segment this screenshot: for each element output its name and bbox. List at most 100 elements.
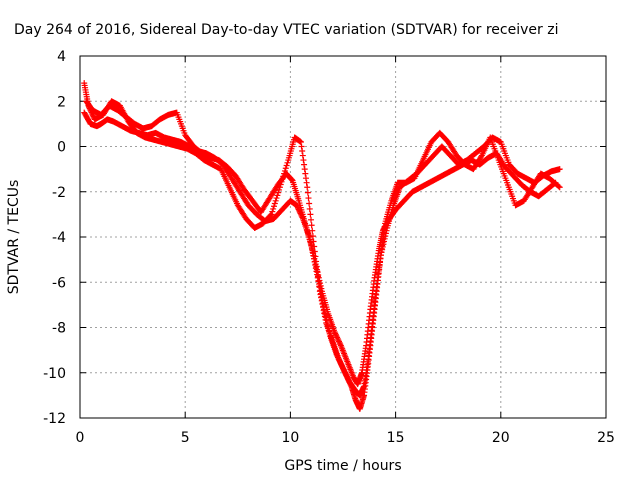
data-point	[318, 294, 325, 301]
data-point	[342, 369, 349, 376]
data-point	[308, 216, 315, 223]
data-point	[335, 337, 342, 344]
data-point	[273, 195, 280, 202]
data-point	[340, 367, 347, 374]
data-point	[300, 157, 307, 164]
data-point	[343, 372, 350, 379]
data-point	[301, 161, 308, 168]
x-tick-label: 20	[492, 430, 510, 446]
data-point	[316, 288, 323, 295]
data-point	[279, 176, 286, 183]
data-point	[309, 233, 316, 240]
data-point	[303, 179, 310, 186]
data-point	[333, 333, 340, 340]
data-point	[280, 173, 287, 180]
data-point	[310, 238, 317, 245]
data-point	[320, 304, 327, 311]
y-tick-label: 0	[57, 140, 66, 156]
data-point	[277, 181, 284, 188]
x-tick-label: 15	[387, 430, 405, 446]
chart-title: Day 264 of 2016, Sidereal Day-to-day VTE…	[14, 22, 558, 38]
data-point	[314, 273, 321, 280]
data-point	[297, 138, 304, 145]
data-point	[338, 362, 345, 369]
x-axis-label: GPS time / hours	[284, 458, 401, 474]
data-point	[344, 375, 351, 382]
data-point	[478, 153, 485, 160]
data-point	[269, 208, 276, 215]
data-point	[341, 368, 348, 375]
data-point	[87, 108, 94, 115]
data-point	[281, 170, 288, 177]
data-point	[86, 105, 93, 112]
y-tick-labels: -12 -10 -8 -6 -4 -2 0 2 4	[43, 49, 66, 427]
series-1	[81, 109, 559, 388]
data-point	[320, 307, 327, 314]
data-point	[278, 178, 285, 185]
data-point	[337, 341, 344, 348]
y-tick-label: -4	[52, 230, 66, 246]
y-tick-label: -6	[52, 275, 66, 291]
data-point	[275, 189, 282, 196]
data-point	[315, 278, 322, 285]
data-point	[88, 109, 95, 116]
data-point	[281, 167, 288, 174]
series-3	[81, 80, 563, 412]
data-point	[282, 165, 289, 172]
data-point	[271, 200, 278, 207]
data-point	[89, 112, 96, 119]
data-point	[322, 316, 329, 323]
data-point	[302, 170, 309, 177]
data-point	[331, 329, 338, 336]
y-tick-label: -12	[43, 411, 66, 427]
data-point	[347, 381, 354, 388]
data-point	[336, 338, 343, 345]
data-point	[86, 104, 93, 111]
data-point	[313, 263, 320, 270]
data-point	[299, 152, 306, 159]
data-point	[338, 361, 345, 368]
data-point	[311, 248, 318, 255]
data-point	[313, 258, 320, 265]
data-point	[305, 195, 312, 202]
data-point	[318, 297, 325, 304]
y-axis-label: SDTVAR / TECUs	[6, 180, 22, 295]
y-tick-label: -10	[43, 366, 66, 382]
data-point	[334, 335, 341, 342]
data-point	[294, 203, 301, 210]
data-point	[311, 243, 318, 250]
data-point	[314, 268, 321, 275]
data-point	[299, 148, 306, 155]
data-point	[288, 176, 295, 183]
data-point	[332, 331, 339, 338]
data-point	[307, 211, 314, 218]
data-point	[316, 283, 323, 290]
data-point	[336, 357, 343, 364]
data-point	[298, 143, 305, 150]
data-point	[276, 184, 283, 191]
x-tick-label: 25	[597, 430, 615, 446]
data-point	[308, 222, 315, 229]
data-point	[306, 200, 313, 207]
series-2	[83, 98, 563, 399]
data-point	[268, 211, 275, 218]
data-point	[347, 380, 354, 387]
data-point	[302, 175, 309, 182]
data-point	[319, 300, 326, 307]
data-point	[270, 203, 277, 210]
data-point	[335, 356, 342, 363]
data-point	[274, 192, 281, 199]
data-point	[556, 166, 563, 173]
data-point	[267, 212, 274, 219]
x-tick-label: 0	[76, 430, 85, 446]
data-point	[346, 379, 353, 386]
data-point	[317, 291, 324, 298]
x-tick-label: 5	[181, 430, 190, 446]
data-point	[304, 184, 311, 191]
grid-lines	[80, 56, 606, 418]
data-point	[343, 373, 350, 380]
data-point	[337, 358, 344, 365]
data-point	[334, 334, 341, 341]
data-point	[87, 106, 94, 113]
